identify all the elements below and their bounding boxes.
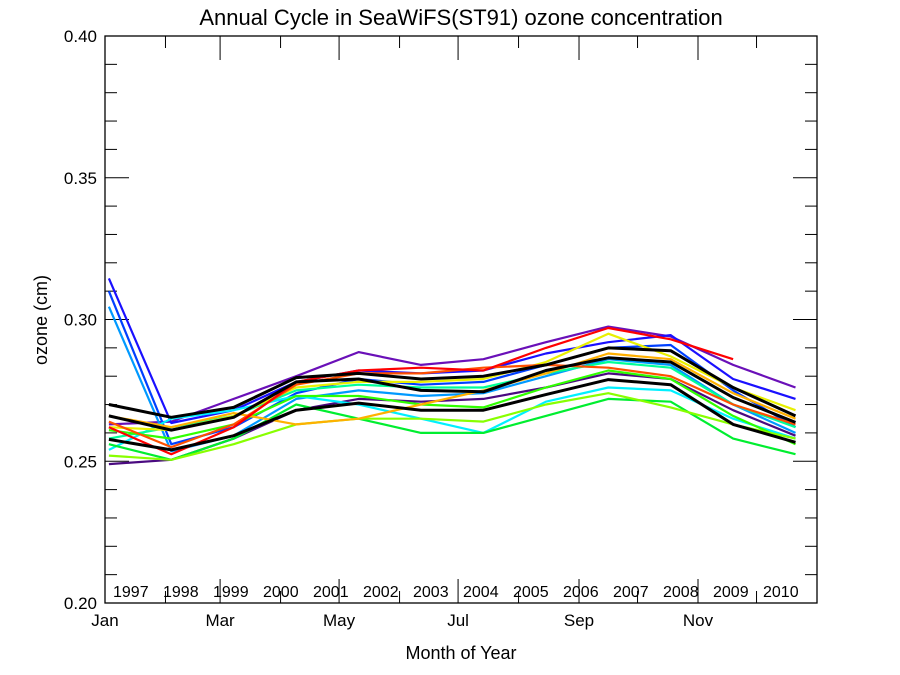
chart-title: Annual Cycle in SeaWiFS(ST91) ozone conc… [199,5,722,30]
plot-frame [104,35,818,604]
legend-entry-2000: 2000 [263,584,299,601]
x-tick-label: May [323,611,356,630]
x-tick-label: Jan [91,611,118,630]
x-tick-label: Sep [564,611,594,630]
x-axis-label: Month of Year [405,643,516,663]
legend-entry-1998: 1998 [163,584,199,601]
reference-line-0 [108,346,797,419]
y-axis-label: ozone (cm) [31,275,51,365]
x-tick-label: Jul [447,611,469,630]
legend-entry-2008: 2008 [663,584,699,601]
series-line-2009 [108,363,796,449]
series-line-2010 [108,326,734,456]
legend-entry-1999: 1999 [213,584,249,601]
legend-entry-2002: 2002 [363,584,399,601]
y-tick-label: 0.30 [64,311,97,330]
legend-entry-2006: 2006 [563,584,599,601]
legend-entry-2010: 2010 [763,584,799,601]
reference-line-1 [108,356,797,432]
x-tick-label: Nov [683,611,714,630]
series-line-2004 [108,397,796,461]
legend-entry-2009: 2009 [713,584,749,601]
series-line-2002 [108,386,796,451]
legend-entry-1997: 1997 [113,584,149,601]
y-tick-label: 0.35 [64,169,97,188]
y-tick-label: 0.20 [64,594,97,613]
series-line-2006 [108,392,796,461]
legend-entry-2001: 2001 [313,584,349,601]
y-tick-label: 0.40 [64,27,97,46]
series-line-2000 [107,290,797,446]
x-tick-label: Mar [205,611,235,630]
series-line-2008 [108,352,796,429]
series-line-2005 [108,369,796,446]
y-tick-label: 0.25 [64,452,97,471]
legend-entry-2003: 2003 [413,584,449,601]
legend-entry-2007: 2007 [613,584,649,601]
reference-line-2 [108,378,796,452]
legend-entry-2005: 2005 [513,584,549,601]
legend-entry-2004: 2004 [463,584,499,601]
